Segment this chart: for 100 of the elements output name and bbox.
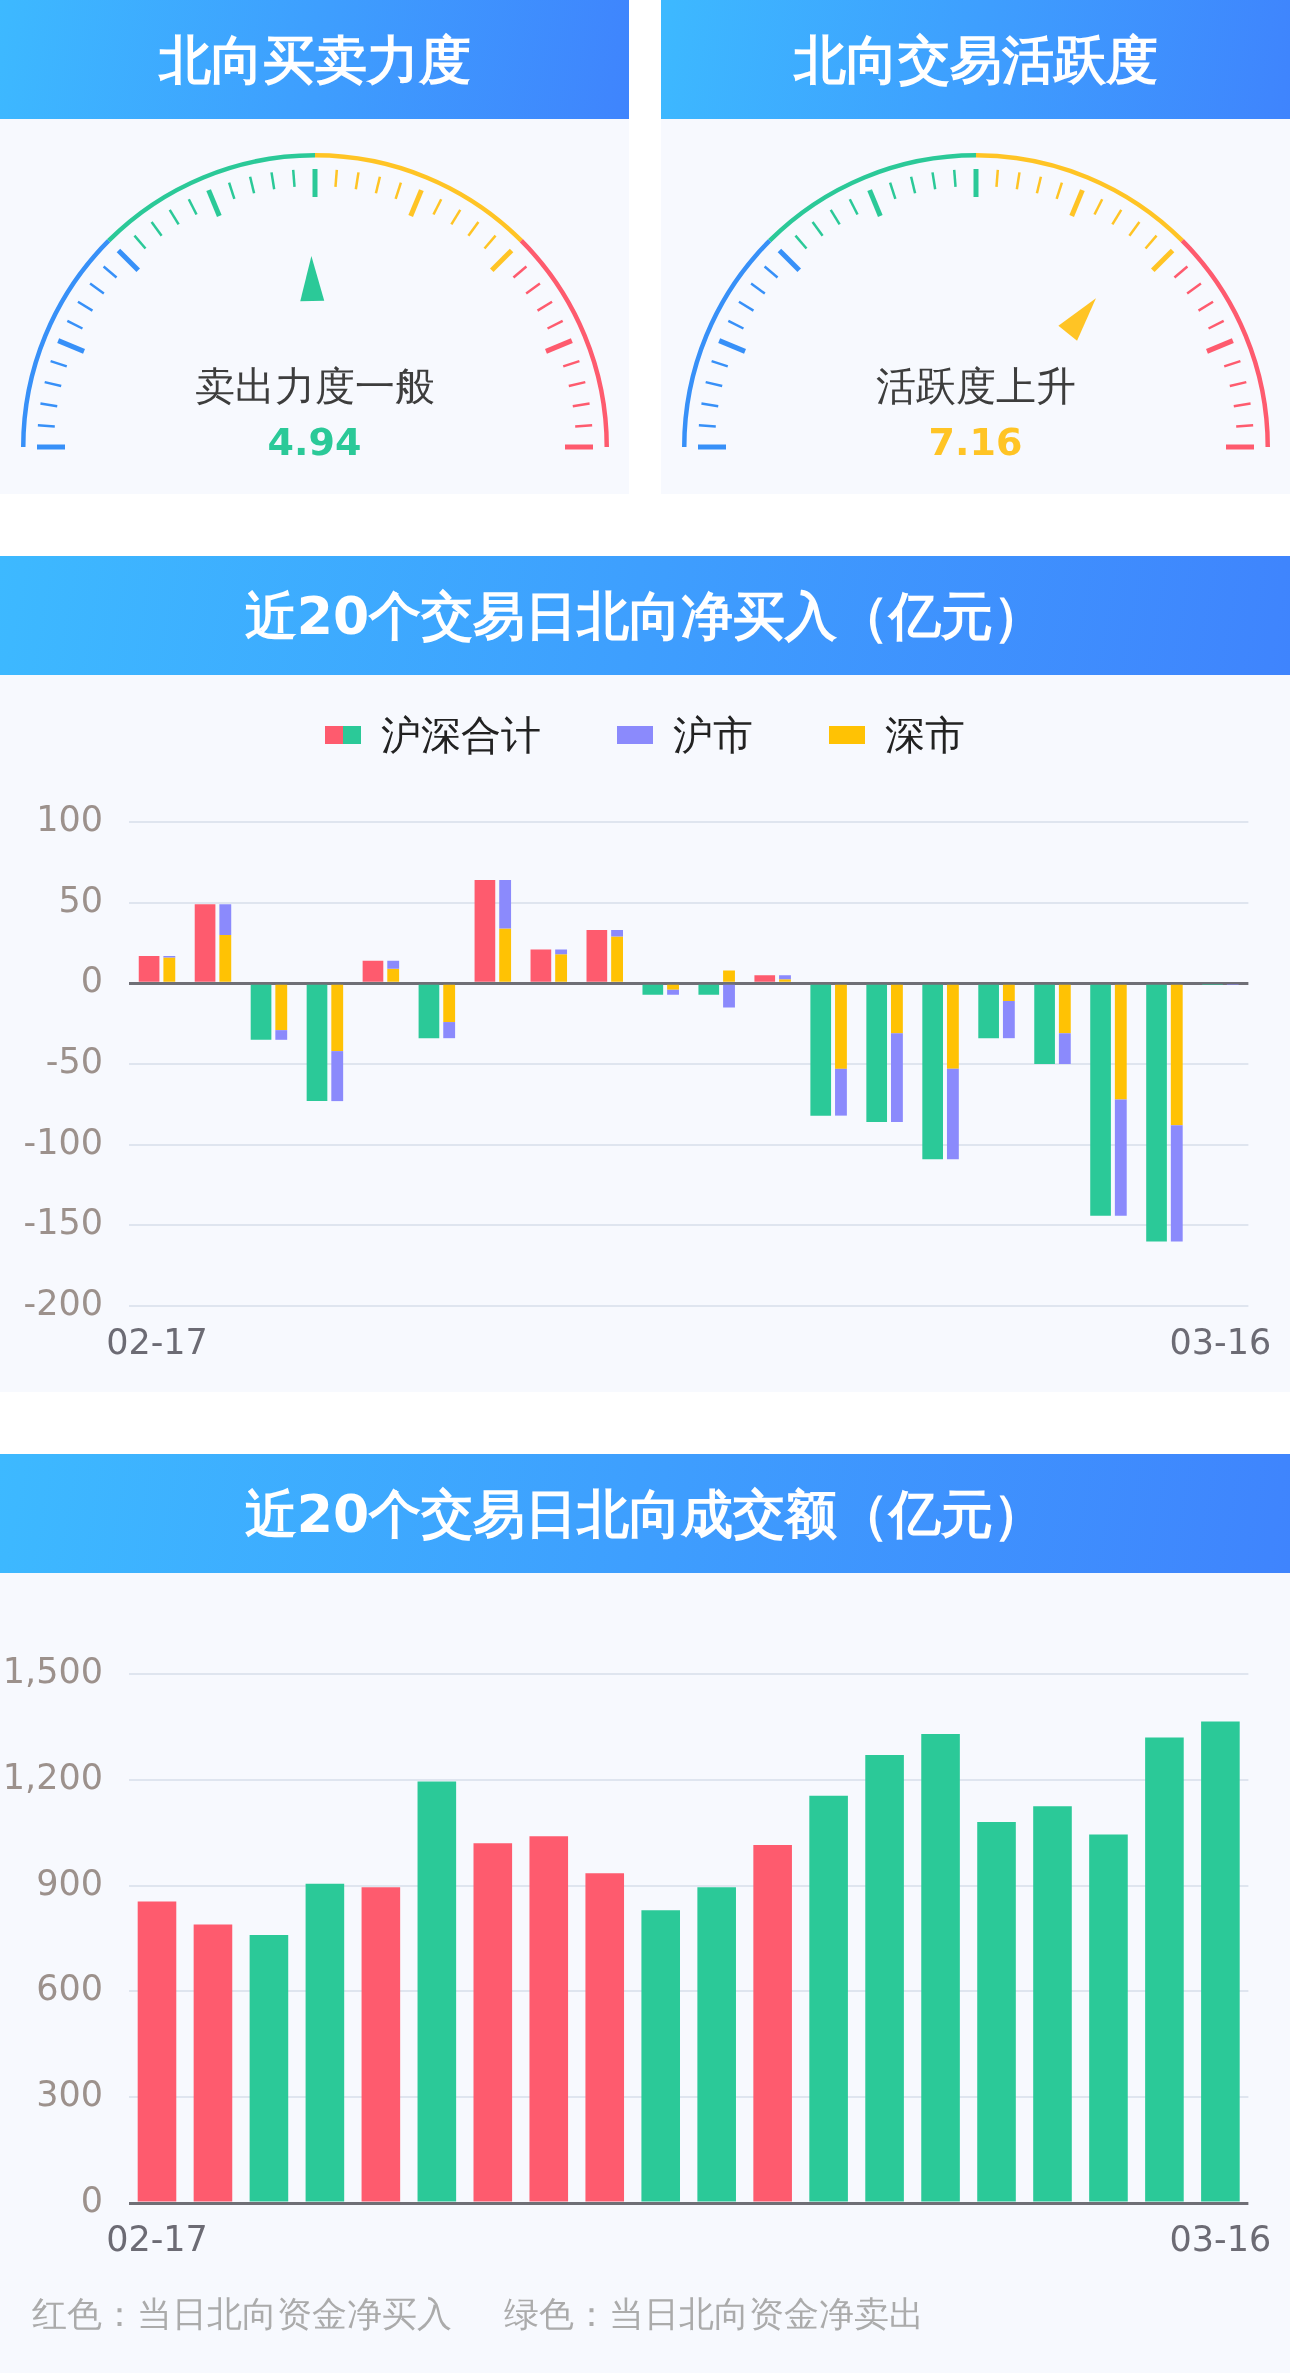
bar <box>194 904 216 982</box>
bar <box>922 984 943 1160</box>
bar <box>193 1924 233 2202</box>
bar <box>331 1051 344 1102</box>
text: 北向买卖力度 <box>158 28 471 91</box>
bar <box>443 1022 456 1039</box>
y-tick-label: 1,200 <box>2 1756 103 1797</box>
bar <box>306 984 328 1102</box>
x-tick-label: 03-16 <box>1169 1322 1272 1363</box>
bar <box>723 970 735 982</box>
bar <box>978 984 999 1039</box>
bar <box>530 949 552 982</box>
bar <box>921 1733 960 2202</box>
bar <box>865 1755 904 2202</box>
bar <box>219 904 232 935</box>
x-tick-label: 02-17 <box>106 1322 208 1363</box>
bar <box>499 928 512 982</box>
text: 绿色：当日北向资金净卖出 <box>504 2293 924 2336</box>
bar <box>1002 1001 1015 1039</box>
bar <box>387 960 400 969</box>
y-tick-label: 600 <box>36 1968 103 2009</box>
y-tick-label: -150 <box>23 1202 103 1243</box>
bar <box>275 1030 288 1040</box>
bar <box>611 930 623 937</box>
bar <box>611 936 623 982</box>
y-tick-label: 100 <box>36 799 103 840</box>
data-label: 4.94 <box>267 420 362 464</box>
bar <box>529 1836 569 2202</box>
x-tick-label: 03-16 <box>1169 2219 1272 2260</box>
y-tick-label: -50 <box>45 1041 103 1082</box>
bar <box>1058 1033 1071 1064</box>
text: 卖出力度一般 <box>194 363 435 409</box>
bar <box>473 1843 513 2202</box>
y-tick-label: 0 <box>80 960 103 1001</box>
bar <box>1002 984 1015 1002</box>
text: 活跃度上升 <box>875 363 1076 409</box>
bar <box>1114 1099 1127 1216</box>
bar <box>1170 1125 1183 1242</box>
text: 红色：当日北向资金净买入 <box>32 2293 452 2336</box>
legend-label: 沪深合计 <box>381 712 541 758</box>
bar <box>362 960 384 982</box>
bar <box>667 984 679 990</box>
bar <box>1170 984 1183 1126</box>
y-tick-label: -100 <box>23 1121 103 1162</box>
bar <box>1089 1834 1128 2202</box>
bar <box>387 968 400 982</box>
bar <box>891 984 903 1034</box>
y-tick-label: 300 <box>36 2074 103 2115</box>
bar <box>275 984 288 1031</box>
bar <box>474 880 496 982</box>
bar <box>698 984 720 995</box>
bar <box>641 1910 681 2202</box>
bar <box>250 984 272 1040</box>
bar <box>331 984 344 1052</box>
y-tick-label: 900 <box>36 1862 103 1903</box>
chart-title: 近20个交易日北向净买入（亿元） <box>244 584 1046 647</box>
bar <box>138 955 160 982</box>
legend-label: 沪市 <box>673 712 753 758</box>
bar <box>835 984 847 1069</box>
bar <box>754 975 776 982</box>
y-tick-label: -200 <box>23 1283 103 1324</box>
data-label: 7.16 <box>928 420 1023 464</box>
bar <box>723 984 735 1008</box>
bar <box>779 979 791 982</box>
y-tick-label: 50 <box>58 879 103 920</box>
bar <box>1058 984 1071 1034</box>
bar <box>1114 984 1127 1100</box>
bar <box>946 984 959 1069</box>
bar <box>809 1795 848 2202</box>
bar <box>1201 1721 1240 2202</box>
bar <box>1090 984 1111 1216</box>
x-tick-label: 02-17 <box>106 2219 208 2260</box>
bar <box>417 1781 457 2202</box>
bar <box>1146 984 1167 1242</box>
bar <box>418 984 440 1039</box>
bar <box>866 984 888 1123</box>
bar <box>891 1033 903 1123</box>
bar <box>835 1068 847 1116</box>
bar <box>499 880 512 929</box>
text: 北向交易活跃度 <box>793 28 1158 91</box>
bar <box>361 1887 401 2202</box>
legend-label: 深市 <box>885 712 965 758</box>
bar <box>1145 1737 1184 2202</box>
bar <box>1033 1806 1072 2202</box>
bar <box>249 1934 289 2202</box>
y-tick-label: 0 <box>80 2180 103 2221</box>
bar <box>753 1845 792 2202</box>
bar <box>219 934 232 982</box>
bar <box>667 989 679 995</box>
bar <box>977 1822 1016 2202</box>
bar <box>585 1873 625 2202</box>
bar <box>305 1883 345 2202</box>
bar <box>555 949 568 955</box>
bar <box>137 1901 177 2202</box>
bar <box>443 984 456 1023</box>
bar <box>779 975 791 980</box>
bar <box>163 957 176 982</box>
chart-title: 近20个交易日北向成交额（亿元） <box>244 1482 1046 1545</box>
bar <box>1034 984 1055 1064</box>
y-tick-label: 1,500 <box>2 1651 103 1692</box>
